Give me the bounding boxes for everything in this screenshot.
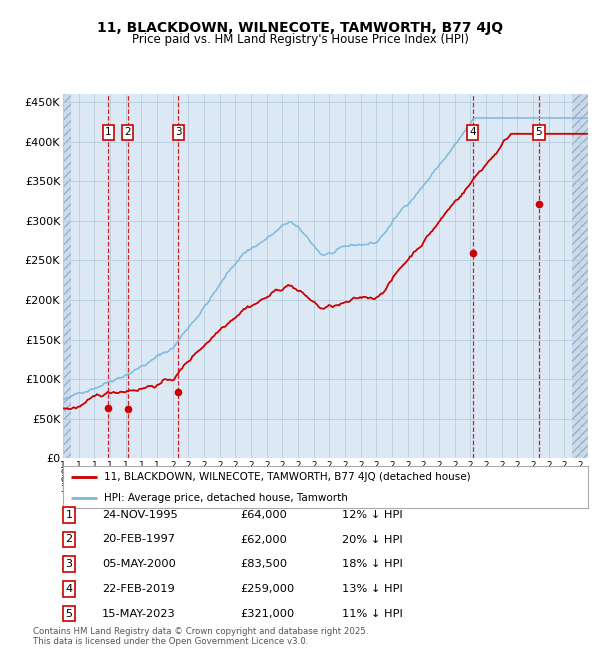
Text: 3: 3 — [175, 127, 181, 137]
Text: 5: 5 — [536, 127, 542, 137]
Text: This data is licensed under the Open Government Licence v3.0.: This data is licensed under the Open Gov… — [33, 637, 308, 646]
Text: 22-FEB-2019: 22-FEB-2019 — [102, 584, 175, 594]
Text: HPI: Average price, detached house, Tamworth: HPI: Average price, detached house, Tamw… — [104, 493, 348, 502]
Text: £64,000: £64,000 — [240, 510, 287, 520]
Text: 05-MAY-2000: 05-MAY-2000 — [102, 559, 176, 569]
Text: 15-MAY-2023: 15-MAY-2023 — [102, 608, 176, 619]
Text: 12% ↓ HPI: 12% ↓ HPI — [342, 510, 403, 520]
Text: 24-NOV-1995: 24-NOV-1995 — [102, 510, 178, 520]
Text: £321,000: £321,000 — [240, 608, 294, 619]
Text: £83,500: £83,500 — [240, 559, 287, 569]
Text: 11, BLACKDOWN, WILNECOTE, TAMWORTH, B77 4JQ (detached house): 11, BLACKDOWN, WILNECOTE, TAMWORTH, B77 … — [104, 472, 470, 482]
Text: 18% ↓ HPI: 18% ↓ HPI — [342, 559, 403, 569]
Text: 11, BLACKDOWN, WILNECOTE, TAMWORTH, B77 4JQ: 11, BLACKDOWN, WILNECOTE, TAMWORTH, B77 … — [97, 21, 503, 35]
Text: 4: 4 — [469, 127, 476, 137]
Text: 1: 1 — [105, 127, 112, 137]
Bar — [63, 94, 71, 458]
Text: £259,000: £259,000 — [240, 584, 294, 594]
Text: 20% ↓ HPI: 20% ↓ HPI — [342, 534, 403, 545]
Text: 11% ↓ HPI: 11% ↓ HPI — [342, 608, 403, 619]
Bar — [572, 94, 588, 458]
Text: 5: 5 — [65, 608, 73, 619]
Text: Contains HM Land Registry data © Crown copyright and database right 2025.: Contains HM Land Registry data © Crown c… — [33, 627, 368, 636]
Text: 2: 2 — [65, 534, 73, 545]
Text: 3: 3 — [65, 559, 73, 569]
Text: 1: 1 — [65, 510, 73, 520]
Text: 4: 4 — [65, 584, 73, 594]
Text: Price paid vs. HM Land Registry's House Price Index (HPI): Price paid vs. HM Land Registry's House … — [131, 32, 469, 46]
Text: £62,000: £62,000 — [240, 534, 287, 545]
Text: 13% ↓ HPI: 13% ↓ HPI — [342, 584, 403, 594]
Text: 2: 2 — [124, 127, 131, 137]
Text: 20-FEB-1997: 20-FEB-1997 — [102, 534, 175, 545]
